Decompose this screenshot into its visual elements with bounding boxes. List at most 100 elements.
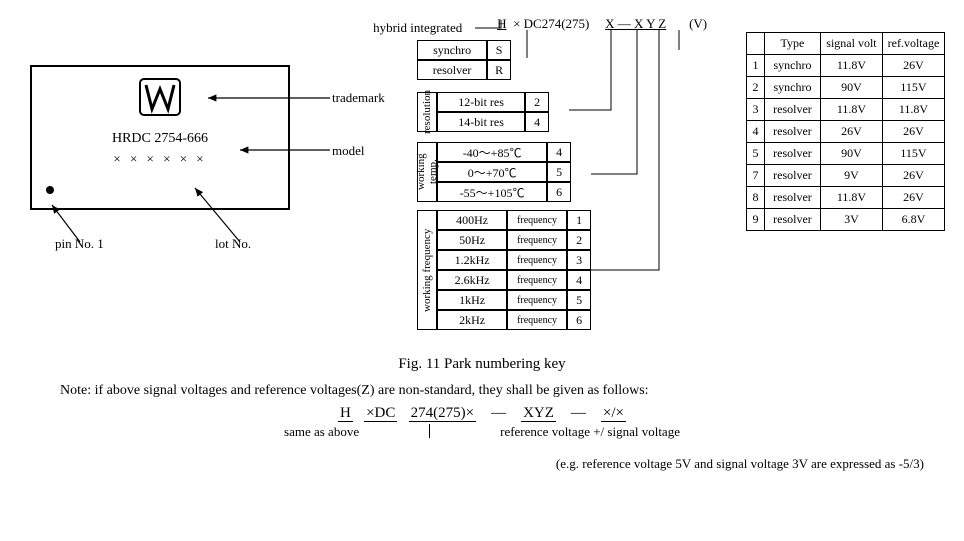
vt-n: 7 <box>746 165 764 187</box>
temp-table: working temp. -40～+85℃4 0～+70℃5 -55～+105… <box>417 142 571 202</box>
voltage-table: Type signal volt ref.voltage 1synchro11.… <box>746 32 945 231</box>
freq-code: 2 <box>567 230 591 250</box>
freq-sub: frequency <box>507 230 567 250</box>
dev-resolver-code: R <box>487 60 511 80</box>
t2: -55～+105℃ <box>437 182 547 202</box>
note-text: Note: if above signal voltages and refer… <box>60 383 954 399</box>
res14: 14-bit res <box>437 112 525 132</box>
freq-name: 400Hz <box>437 210 507 230</box>
f-d2: — <box>571 405 586 421</box>
vt-sv: 9V <box>820 165 882 187</box>
figure-caption: Fig. 11 Park numbering key <box>10 356 954 373</box>
freq-sub: frequency <box>507 250 567 270</box>
vt-sv: 90V <box>820 77 882 99</box>
device-table: synchro S resolver R <box>417 40 511 80</box>
formula-subline: same as above reference voltage +/ signa… <box>10 424 954 440</box>
res14c: 4 <box>525 112 549 132</box>
chip-model-text: HRDC 2754-666 <box>32 131 288 147</box>
freq-code: 3 <box>567 250 591 270</box>
freq-sub: frequency <box>507 210 567 230</box>
hybrid-label: hybrid integrated <box>373 20 462 36</box>
chip-lot-text: × × × × × × <box>32 151 288 167</box>
vt-sv: 90V <box>820 143 882 165</box>
lot-label: lot No. <box>215 236 251 252</box>
vt-type: resolver <box>764 187 820 209</box>
vt-sv: 11.8V <box>820 99 882 121</box>
freq-code: 4 <box>567 270 591 290</box>
vth-rv: ref.voltage <box>882 33 944 55</box>
freq-code: 1 <box>567 210 591 230</box>
ref-label: reference voltage +/ signal voltage <box>500 424 680 440</box>
same-label: same as above <box>284 424 359 440</box>
freq-sub: frequency <box>507 310 567 330</box>
pin-label: pin No. 1 <box>55 236 104 252</box>
vth-type: Type <box>764 33 820 55</box>
vt-rv: 115V <box>882 143 944 165</box>
temp-label: working temp. <box>417 142 437 202</box>
f-h: H <box>338 405 353 422</box>
vt-rv: 6.8V <box>882 209 944 231</box>
freq-sub: frequency <box>507 270 567 290</box>
res12c: 2 <box>525 92 549 112</box>
res12: 12-bit res <box>437 92 525 112</box>
example-text: (e.g. reference voltage 5V and signal vo… <box>10 456 924 472</box>
voltage-table-area: Type signal volt ref.voltage 1synchro11.… <box>746 10 954 350</box>
vt-n: 2 <box>746 77 764 99</box>
model-label: model <box>332 143 365 159</box>
trademark-icon <box>32 77 288 121</box>
vt-sv: 3V <box>820 209 882 231</box>
f-d1: — <box>491 405 506 421</box>
vt-n: 1 <box>746 55 764 77</box>
vt-type: synchro <box>764 77 820 99</box>
pin1-dot <box>46 186 54 194</box>
vt-n: 5 <box>746 143 764 165</box>
vt-rv: 26V <box>882 187 944 209</box>
vth-n <box>746 33 764 55</box>
chip-outline: HRDC 2754-666 × × × × × × <box>30 65 290 210</box>
formula-line: H ×DC 274(275)× — XYZ — ×/× <box>10 405 954 422</box>
vt-type: synchro <box>764 55 820 77</box>
vt-n: 8 <box>746 187 764 209</box>
freq-label: working frequency <box>417 210 437 330</box>
vt-n: 9 <box>746 209 764 231</box>
vt-type: resolver <box>764 121 820 143</box>
vth-sv: signal volt <box>820 33 882 55</box>
vt-type: resolver <box>764 143 820 165</box>
freq-name: 50Hz <box>437 230 507 250</box>
dev-synchro-code: S <box>487 40 511 60</box>
freq-name: 1.2kHz <box>437 250 507 270</box>
f-dc: ×DC <box>364 405 397 422</box>
freq-sub: frequency <box>507 290 567 310</box>
freq-name: 2.6kHz <box>437 270 507 290</box>
dev-synchro: synchro <box>417 40 487 60</box>
freq-code: 6 <box>567 310 591 330</box>
resolution-table: resolution 12-bit res2 14-bit res4 <box>417 92 549 132</box>
f-274: 274(275)× <box>409 405 476 422</box>
vt-rv: 26V <box>882 165 944 187</box>
vt-sv: 26V <box>820 121 882 143</box>
f-xx: ×/× <box>601 405 626 422</box>
t1: 0～+70℃ <box>437 162 547 182</box>
t0c: 4 <box>547 142 571 162</box>
freq-table: working frequency 400Hzfrequency150Hzfre… <box>417 210 591 330</box>
res-label: resolution <box>417 92 437 132</box>
vt-type: resolver <box>764 209 820 231</box>
vt-rv: 115V <box>882 77 944 99</box>
t2c: 6 <box>547 182 571 202</box>
part-key: hybrid integrated H × DC274(275) X — X Y… <box>373 10 746 350</box>
vt-type: resolver <box>764 165 820 187</box>
vt-rv: 26V <box>882 121 944 143</box>
t0: -40～+85℃ <box>437 142 547 162</box>
vt-n: 4 <box>746 121 764 143</box>
vt-sv: 11.8V <box>820 187 882 209</box>
freq-name: 1kHz <box>437 290 507 310</box>
vt-n: 3 <box>746 99 764 121</box>
f-xyz: XYZ <box>521 405 556 422</box>
freq-code: 5 <box>567 290 591 310</box>
vt-type: resolver <box>764 99 820 121</box>
t1c: 5 <box>547 162 571 182</box>
dev-resolver: resolver <box>417 60 487 80</box>
ps-v: (V) <box>689 16 707 32</box>
figure-row: HRDC 2754-666 × × × × × × trademark mode… <box>10 10 954 350</box>
chip-diagram: HRDC 2754-666 × × × × × × trademark mode… <box>10 10 373 290</box>
